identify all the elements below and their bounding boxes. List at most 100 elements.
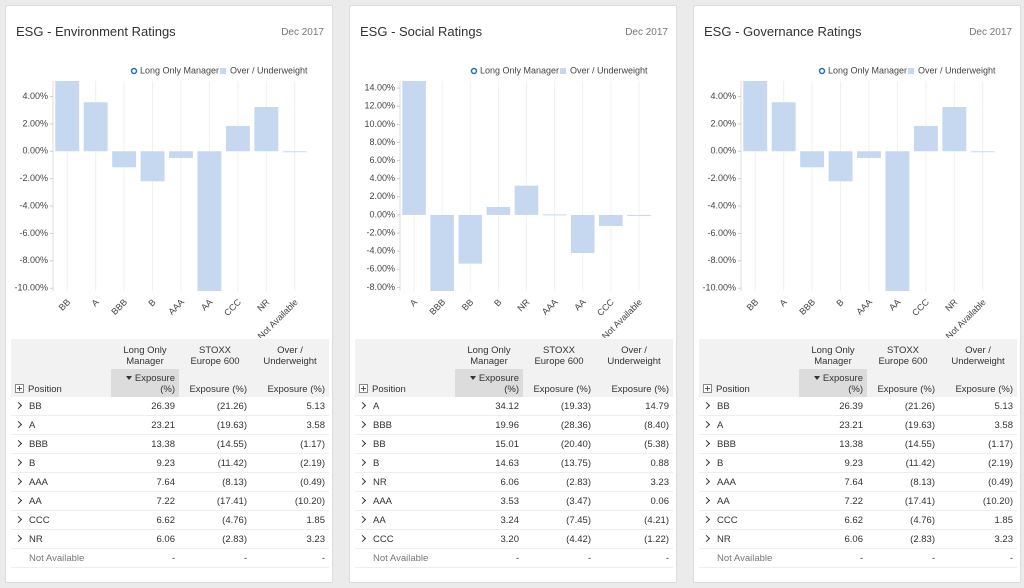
table-row[interactable]: NR 6.06 (2.83) 3.23 xyxy=(355,472,673,492)
table-row[interactable]: BB 26.39 (21.26) 5.13 xyxy=(11,397,329,416)
table-row[interactable]: AAA 7.64 (8.13) (0.49) xyxy=(11,472,329,492)
expand-icon[interactable] xyxy=(702,515,711,524)
expand-icon[interactable] xyxy=(14,420,23,429)
expand-icon[interactable] xyxy=(14,458,23,467)
expand-icon[interactable] xyxy=(702,458,711,467)
panel-date: Dec 2017 xyxy=(281,27,324,38)
table-row[interactable]: AAA 3.53 (3.47) 0.06 xyxy=(355,491,673,511)
table-row[interactable]: B 9.23 (11.42) (2.19) xyxy=(699,453,1017,473)
table-row[interactable]: Not Available - - - xyxy=(355,548,673,568)
table-row[interactable]: AA 7.22 (17.41) (10.20) xyxy=(699,491,1017,511)
sort-icon xyxy=(125,376,132,380)
y-tick-label: 0.00% xyxy=(369,209,395,219)
column-header[interactable]: Position xyxy=(355,369,455,397)
group-header: Long Only Manager xyxy=(455,339,523,369)
table-row[interactable]: BB 26.39 (21.26) 5.13 xyxy=(699,397,1017,416)
column-header[interactable]: Exposure (%) xyxy=(595,369,673,397)
cell-text: 0.88 xyxy=(650,457,670,469)
table-row[interactable]: A 23.21 (19.63) 3.58 xyxy=(699,415,1017,435)
table-row[interactable]: AA 3.24 (7.45) (4.21) xyxy=(355,510,673,530)
cell-text: AAA xyxy=(373,495,393,507)
column-header[interactable]: Exposure (%) xyxy=(251,369,329,397)
cell-text: 14.63 xyxy=(495,457,519,469)
bar xyxy=(599,214,623,226)
table-row[interactable]: Not Available - - - xyxy=(11,548,329,568)
table-row[interactable]: NR 6.06 (2.83) 3.23 xyxy=(699,529,1017,549)
table-row[interactable]: BB 15.01 (20.40) (5.38) xyxy=(355,434,673,454)
expand-icon[interactable] xyxy=(358,458,367,467)
expand-icon[interactable] xyxy=(14,496,23,505)
bar xyxy=(83,102,108,152)
column-label: Exposure (%) xyxy=(877,384,935,395)
expand-icon[interactable] xyxy=(14,439,23,448)
table-cell: (2.83) xyxy=(179,529,251,549)
cell-text: BBB xyxy=(717,438,737,450)
expand-icon[interactable] xyxy=(702,496,711,505)
expand-icon[interactable] xyxy=(14,401,23,410)
cell-text: Not Available xyxy=(373,552,429,564)
table-row[interactable]: CCC 3.20 (4.42) (1.22) xyxy=(355,529,673,549)
expand-icon[interactable] xyxy=(358,420,367,429)
table-cell: 13.38 xyxy=(111,434,179,454)
expand-icon[interactable] xyxy=(702,420,711,429)
column-header[interactable]: Exposure (%) xyxy=(939,369,1017,397)
table-cell: A xyxy=(11,415,111,435)
table-row[interactable]: NR 6.06 (2.83) 3.23 xyxy=(11,529,329,549)
group-header: STOXX Europe 600 xyxy=(179,339,251,369)
expand-icon[interactable] xyxy=(702,439,711,448)
table-row[interactable]: BBB 19.96 (28.36) (8.40) xyxy=(355,415,673,435)
expand-icon[interactable] xyxy=(358,515,367,524)
expand-icon[interactable] xyxy=(702,401,711,410)
legend-label: Over / Underweight xyxy=(918,65,996,75)
expand-all-icon[interactable] xyxy=(359,384,368,393)
table-row[interactable]: B 9.23 (11.42) (2.19) xyxy=(11,453,329,473)
table-row[interactable]: A 34.12 (19.33) 14.79 xyxy=(355,397,673,416)
cell-text: BB xyxy=(717,400,730,412)
table-row[interactable]: AA 7.22 (17.41) (10.20) xyxy=(11,491,329,511)
column-header[interactable]: Exposure (%) xyxy=(799,369,867,397)
table-row[interactable]: AAA 7.64 (8.13) (0.49) xyxy=(699,472,1017,492)
table-row[interactable]: A 23.21 (19.63) 3.58 xyxy=(11,415,329,435)
cell-text: (11.42) xyxy=(905,457,935,469)
expand-icon[interactable] xyxy=(14,534,23,543)
expand-all-icon[interactable] xyxy=(15,384,24,393)
expand-icon[interactable] xyxy=(702,534,711,543)
table-cell: - xyxy=(523,548,595,568)
x-tick-label: CCC xyxy=(222,297,243,318)
expand-icon[interactable] xyxy=(14,477,23,486)
column-header[interactable]: Position xyxy=(699,369,799,397)
expand-icon[interactable] xyxy=(358,439,367,448)
column-label: Position xyxy=(28,384,62,395)
expand-icon[interactable] xyxy=(358,401,367,410)
column-header[interactable]: Exposure (%) xyxy=(523,369,595,397)
y-tick-label: -10.00% xyxy=(702,283,736,293)
table-row[interactable]: Not Available - - - xyxy=(699,548,1017,568)
table-cell: (19.33) xyxy=(523,397,595,416)
table-row[interactable]: BBB 13.38 (14.55) (1.17) xyxy=(11,434,329,454)
column-header[interactable]: Exposure (%) xyxy=(111,369,179,397)
table-cell: 3.23 xyxy=(595,472,673,492)
expand-icon[interactable] xyxy=(14,515,23,524)
column-header[interactable]: Position xyxy=(11,369,111,397)
table-row[interactable]: CCC 6.62 (4.76) 1.85 xyxy=(699,510,1017,530)
x-tick-label: BB xyxy=(57,297,73,313)
expand-icon[interactable] xyxy=(358,534,367,543)
column-header[interactable]: Exposure (%) xyxy=(455,369,523,397)
bar xyxy=(197,151,222,291)
expand-icon[interactable] xyxy=(702,477,711,486)
bar xyxy=(942,107,967,152)
x-tick-label: A xyxy=(89,297,100,308)
table-cell: (4.42) xyxy=(523,529,595,549)
x-tick-label: AA xyxy=(199,297,215,313)
table-cell: (4.76) xyxy=(867,510,939,530)
table-row[interactable]: BBB 13.38 (14.55) (1.17) xyxy=(699,434,1017,454)
column-header[interactable]: Exposure (%) xyxy=(867,369,939,397)
table-row[interactable]: CCC 6.62 (4.76) 1.85 xyxy=(11,510,329,530)
expand-icon[interactable] xyxy=(358,496,367,505)
exposure-table: Long Only Manager STOXX Europe 600 Over / … xyxy=(699,339,1017,568)
table-row[interactable]: B 14.63 (13.75) 0.88 xyxy=(355,453,673,473)
column-header[interactable]: Exposure (%) xyxy=(179,369,251,397)
expand-icon[interactable] xyxy=(358,477,367,486)
cell-text: (0.49) xyxy=(988,476,1013,488)
expand-all-icon[interactable] xyxy=(703,384,712,393)
